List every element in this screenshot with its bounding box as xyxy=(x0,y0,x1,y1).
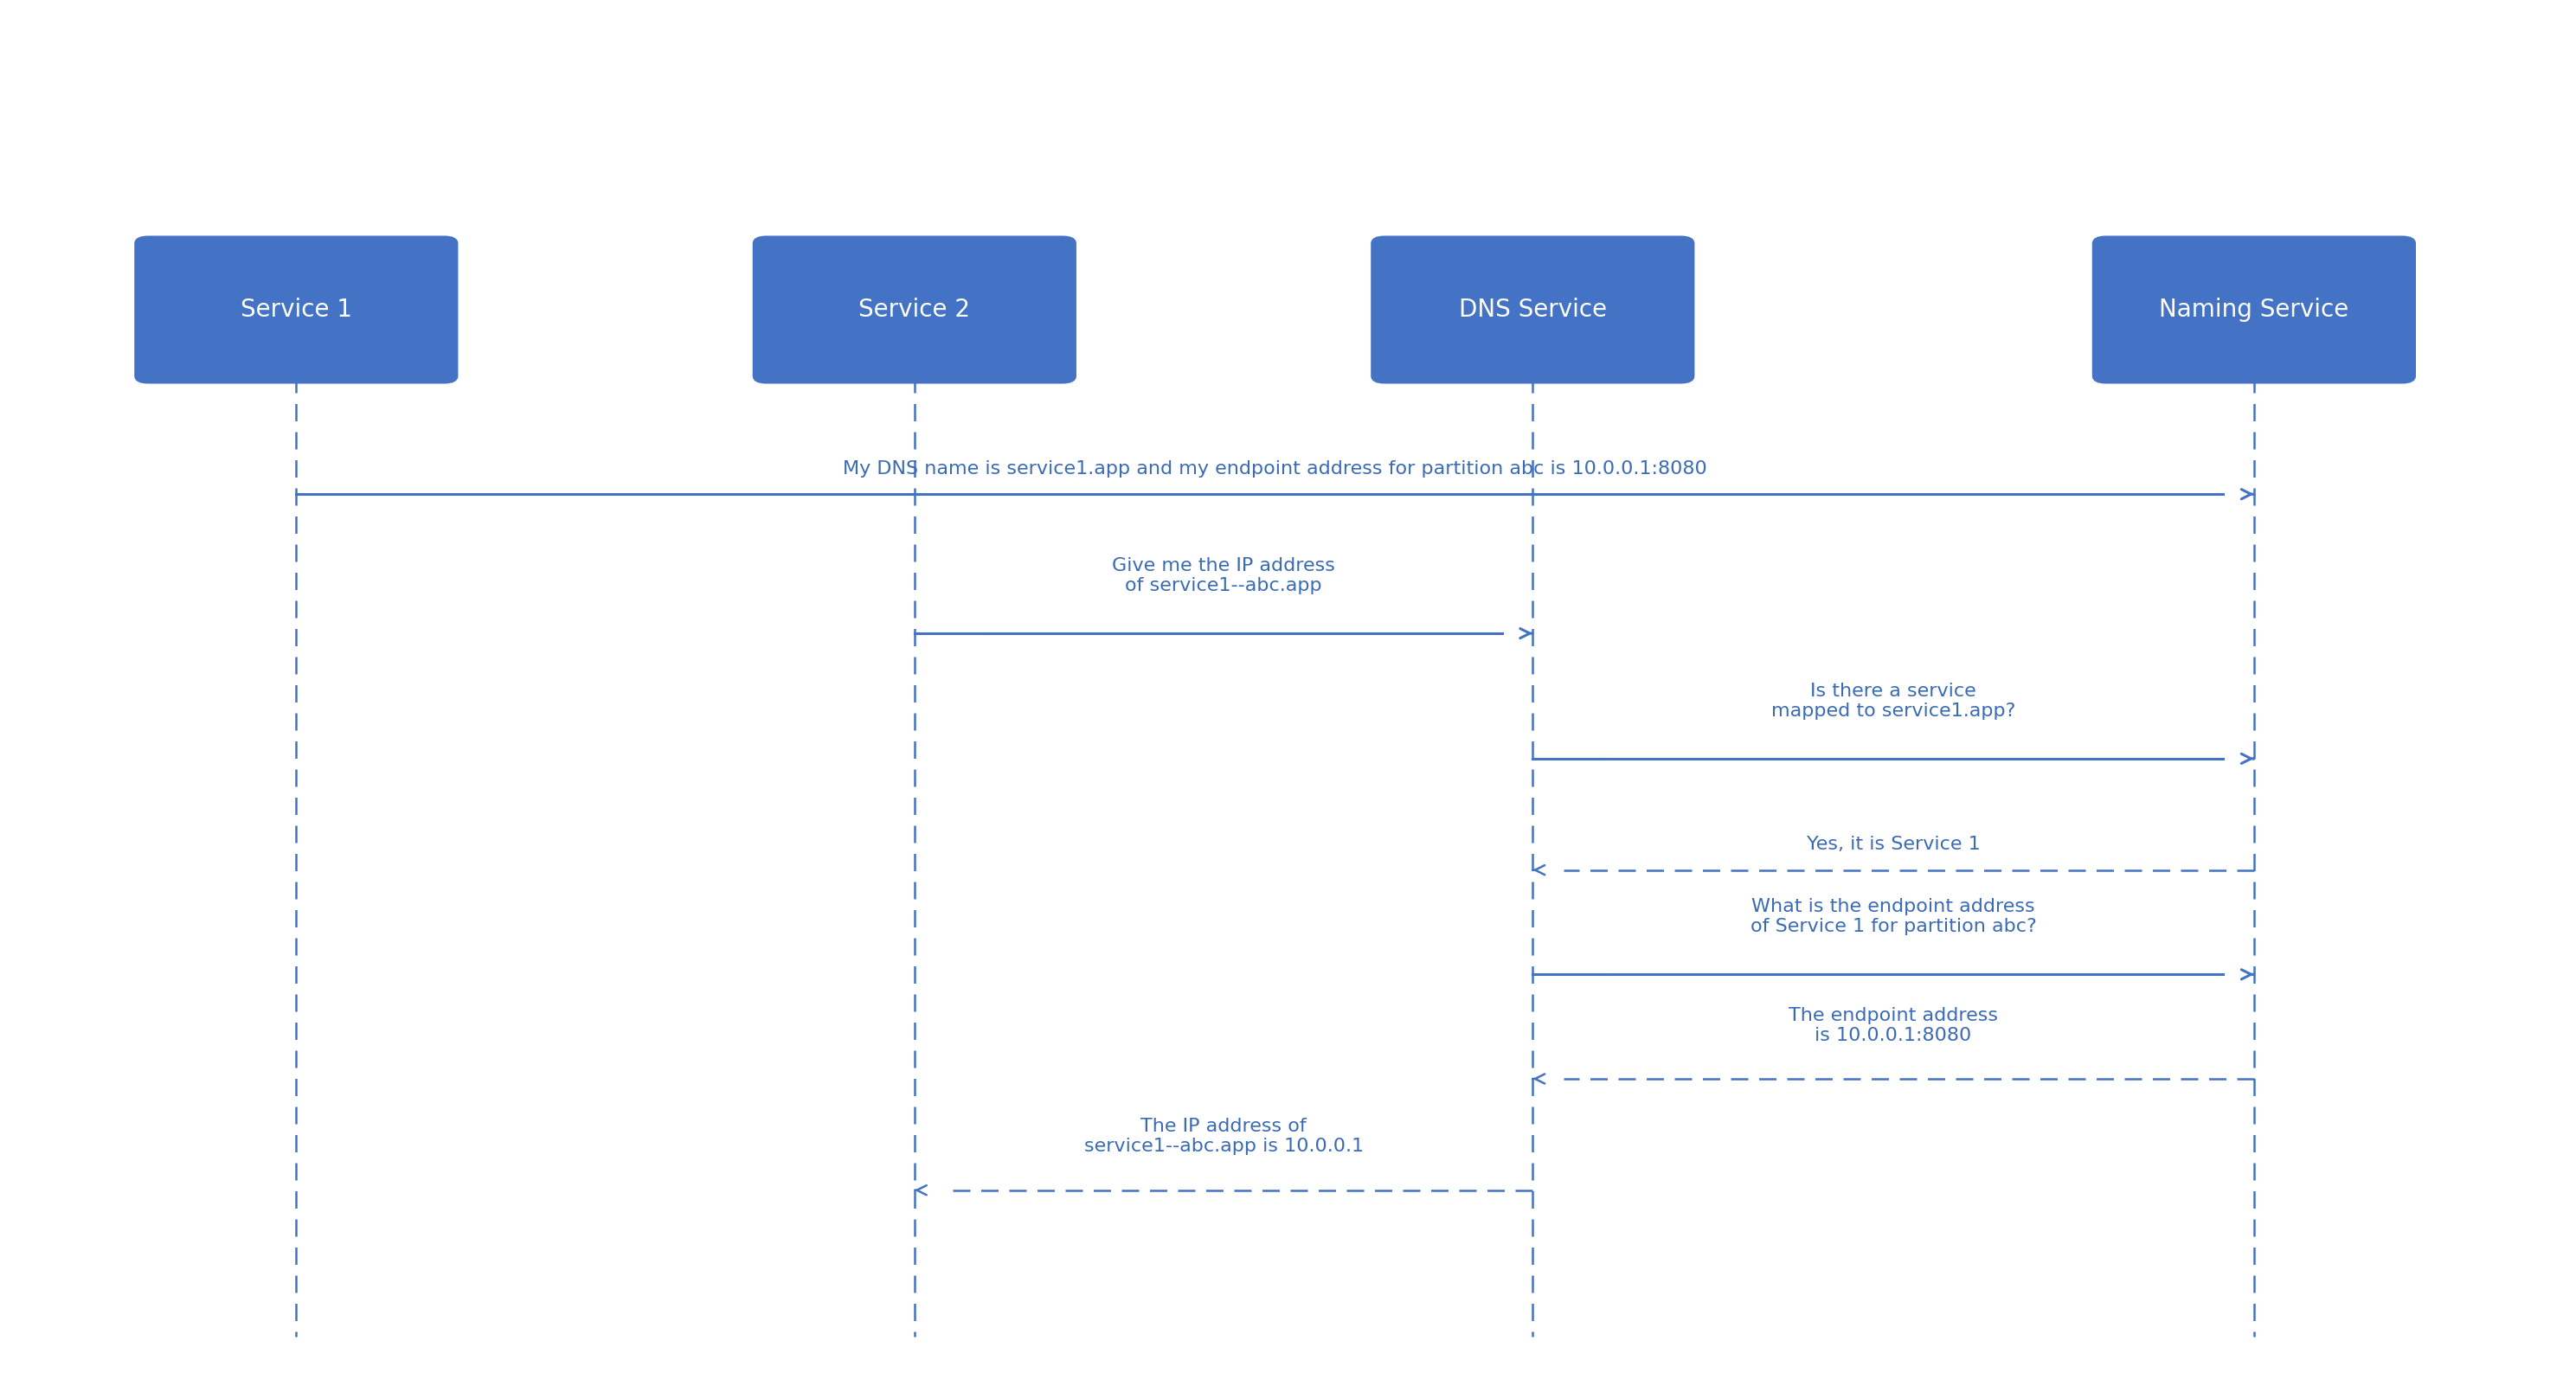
Text: Yes, it is Service 1: Yes, it is Service 1 xyxy=(1806,837,1981,853)
Text: What is the endpoint address
of Service 1 for partition abc?: What is the endpoint address of Service … xyxy=(1749,898,2038,935)
FancyBboxPatch shape xyxy=(1370,237,1692,383)
Text: Service 2: Service 2 xyxy=(858,298,971,322)
Text: Give me the IP address
of service1--abc.app: Give me the IP address of service1--abc.… xyxy=(1113,557,1334,594)
Text: DNS Service: DNS Service xyxy=(1458,298,1607,322)
FancyBboxPatch shape xyxy=(2092,237,2416,383)
Text: The endpoint address
is 10.0.0.1:8080: The endpoint address is 10.0.0.1:8080 xyxy=(1788,1006,1999,1044)
Text: Naming Service: Naming Service xyxy=(2159,298,2349,322)
Text: Service 1: Service 1 xyxy=(240,298,353,322)
FancyBboxPatch shape xyxy=(137,237,459,383)
Text: My DNS name is service1.app and my endpoint address for partition abc is 10.0.0.: My DNS name is service1.app and my endpo… xyxy=(842,461,1708,477)
FancyBboxPatch shape xyxy=(752,237,1077,383)
Text: The IP address of
service1--abc.app is 10.0.0.1: The IP address of service1--abc.app is 1… xyxy=(1084,1118,1363,1155)
Text: Is there a service
mapped to service1.app?: Is there a service mapped to service1.ap… xyxy=(1772,682,2014,720)
